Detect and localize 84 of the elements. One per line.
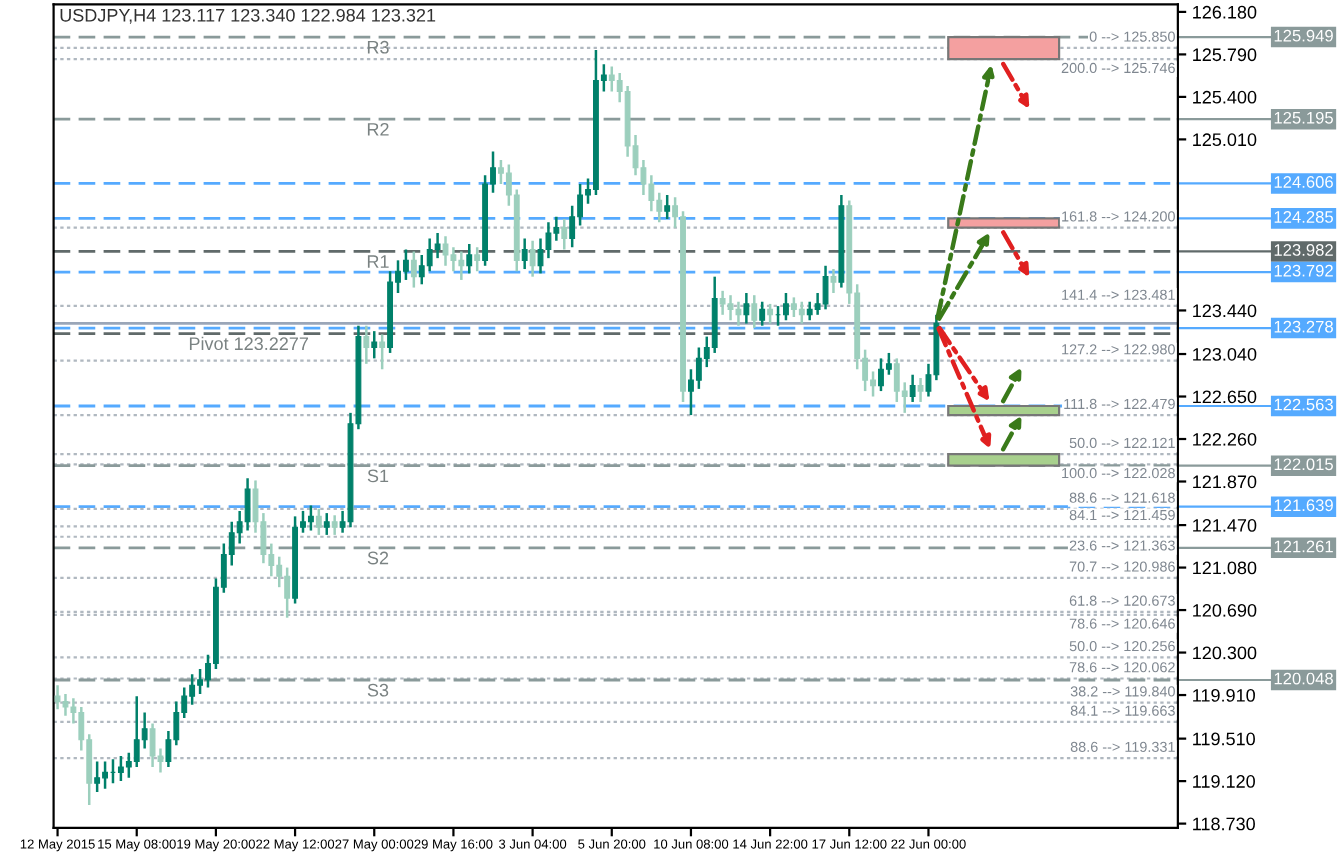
candlestick <box>62 692 69 717</box>
ref-line-label: 124.606 <box>1274 176 1333 188</box>
candlestick <box>94 760 101 794</box>
y-tick-label: 118.730 <box>1193 817 1255 831</box>
candlestick <box>402 248 409 282</box>
candlestick <box>149 722 156 769</box>
y-tick-label: 120.300 <box>1193 646 1257 660</box>
candlestick <box>102 760 108 790</box>
candlestick <box>284 566 291 619</box>
annotation: R1 <box>367 255 389 268</box>
candlestick <box>695 346 702 391</box>
candlestick <box>878 357 884 393</box>
candlestick <box>442 235 449 268</box>
candlestick <box>117 754 124 783</box>
candlestick <box>719 289 726 317</box>
annotation: S2 <box>367 551 389 565</box>
candlestick <box>426 237 433 273</box>
ref-line-label: 125.195 <box>1274 111 1333 124</box>
ref-line-label: 125.949 <box>1274 29 1333 42</box>
candlestick <box>917 376 924 404</box>
y-tick-label: 119.510 <box>1193 732 1255 746</box>
annotation: R2 <box>367 122 389 136</box>
ref-line-label: 122.563 <box>1274 398 1333 411</box>
candlestick <box>830 267 837 295</box>
candlestick <box>751 293 758 330</box>
candlestick <box>54 683 61 711</box>
annotation: Pivot 123.2277 <box>189 336 309 351</box>
candlestick <box>767 302 774 325</box>
candlestick <box>363 324 370 366</box>
ref-line-label: 124.285 <box>1274 211 1333 223</box>
candlestick <box>371 329 378 360</box>
candlestick <box>410 250 417 289</box>
y-tick-label: 121.080 <box>1193 561 1257 575</box>
candlestick <box>466 242 473 275</box>
candlestick <box>743 291 750 325</box>
annotation: S1 <box>367 469 389 483</box>
candlestick <box>133 694 140 769</box>
candlestick <box>727 293 734 322</box>
candlestick <box>189 673 196 707</box>
y-tick-label: 121.870 <box>1193 475 1257 489</box>
candlestick <box>379 333 386 371</box>
candlestick <box>315 507 322 537</box>
y-tick-label: 123.040 <box>1193 347 1257 361</box>
y-tick-label: 125.400 <box>1193 90 1257 104</box>
y-tick-label: 122.650 <box>1193 390 1257 404</box>
ref-line-label: 120.048 <box>1274 672 1333 685</box>
y-tick-label: 122.260 <box>1193 432 1257 446</box>
chart-title: USDJPY,H4 123.117 123.340 122.984 123.321 <box>60 8 436 24</box>
candlestick <box>197 667 204 696</box>
candlestick <box>790 296 797 319</box>
y-tick-label: 121.470 <box>1193 519 1257 532</box>
annotation: S3 <box>367 683 389 697</box>
y-tick-label: 125.790 <box>1193 48 1257 62</box>
candlestick <box>529 239 536 278</box>
candlestick <box>458 250 465 282</box>
candlestick <box>664 193 671 221</box>
candlestick <box>474 246 481 273</box>
ref-line-label: 122.015 <box>1274 458 1333 471</box>
y-tick-label: 119.910 <box>1193 688 1255 702</box>
annotation: R3 <box>367 40 389 54</box>
candlestick <box>323 511 330 537</box>
y-tick-label: 123.440 <box>1193 304 1257 318</box>
candlestick <box>822 264 829 311</box>
candlestick <box>798 300 805 325</box>
candlestick <box>806 300 813 322</box>
candlestick <box>561 217 568 251</box>
y-tick-label: 120.690 <box>1193 604 1257 617</box>
candlestick <box>735 300 742 327</box>
candlestick <box>434 231 441 260</box>
y-tick-label: 125.010 <box>1193 133 1257 147</box>
candlestick <box>244 476 251 532</box>
candlestick <box>759 300 766 327</box>
candlestick <box>331 514 338 537</box>
candlestick <box>307 504 314 532</box>
ref-line-label: 123.792 <box>1274 264 1333 277</box>
ref-line-label: 123.982 <box>1274 244 1333 256</box>
ref-line-label: 121.639 <box>1274 499 1333 512</box>
candlestick <box>909 373 916 404</box>
candlestick <box>521 237 528 271</box>
y-tick-label: 126.180 <box>1193 5 1257 19</box>
ref-line-label: 121.261 <box>1274 540 1333 553</box>
ref-line-label: 123.278 <box>1274 320 1333 333</box>
candlestick <box>783 291 789 322</box>
y-tick-label: 119.120 <box>1193 775 1255 788</box>
